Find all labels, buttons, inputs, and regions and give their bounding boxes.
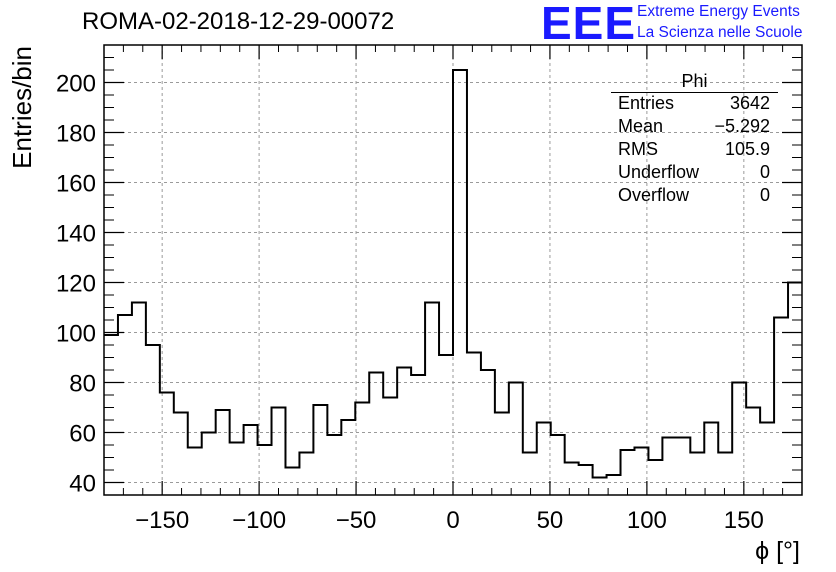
y-tick-label: 180 bbox=[56, 121, 96, 148]
stats-divider bbox=[611, 92, 778, 93]
y-tick-label: 100 bbox=[56, 321, 96, 348]
y-tick-label: 140 bbox=[56, 221, 96, 248]
histogram-bin bbox=[774, 318, 788, 496]
stats-label: Mean bbox=[618, 116, 664, 136]
histogram-bin bbox=[704, 423, 718, 496]
plot-frame bbox=[103, 44, 803, 496]
histogram-bin bbox=[244, 425, 258, 495]
histogram-bin bbox=[216, 410, 230, 495]
logo-text-line1: Extreme Energy Events bbox=[637, 3, 800, 20]
stats-value: 0 bbox=[759, 162, 770, 182]
histogram-bin bbox=[788, 283, 802, 496]
stats-row-rms: RMS 105.9 bbox=[618, 138, 770, 161]
histogram-bin bbox=[579, 465, 593, 495]
histogram-bin bbox=[285, 468, 299, 496]
y-tick-label: 60 bbox=[69, 421, 96, 448]
histogram-bin bbox=[662, 438, 676, 496]
histogram-bin bbox=[174, 413, 188, 496]
histogram-bin bbox=[690, 453, 704, 496]
stats-box: Phi Entries 3642 Mean −5.292 RMS 105.9 U… bbox=[611, 70, 778, 210]
histogram-bin bbox=[132, 303, 146, 496]
histogram-bin bbox=[648, 460, 662, 495]
histogram-bin bbox=[607, 475, 621, 495]
x-tick-label: −50 bbox=[336, 507, 377, 534]
y-tick-labels: 40 60 80 100 120 140 160 180 200 bbox=[56, 71, 96, 498]
stats-label: Underflow bbox=[618, 162, 700, 182]
histogram-bin bbox=[509, 383, 523, 496]
y-tick-label: 200 bbox=[56, 71, 96, 98]
histogram-bin bbox=[760, 423, 774, 496]
stats-title: Phi bbox=[681, 71, 708, 91]
histogram-bin bbox=[551, 435, 565, 495]
y-axis-label: Entries/bin bbox=[7, 46, 37, 169]
stats-value: −5.292 bbox=[714, 116, 770, 136]
histogram-bin bbox=[341, 420, 355, 495]
histogram-bin bbox=[104, 335, 118, 495]
stats-row-entries: Entries 3642 bbox=[618, 92, 770, 115]
stats-row-underflow: Underflow 0 bbox=[618, 161, 770, 184]
histogram-bin bbox=[439, 355, 453, 495]
histogram-bin bbox=[523, 453, 537, 496]
histogram-bin bbox=[369, 373, 383, 496]
y-tick-label: 80 bbox=[69, 371, 96, 398]
histogram-bin bbox=[146, 345, 160, 495]
histogram-bin bbox=[355, 403, 369, 496]
stats-row-mean: Mean −5.292 bbox=[618, 115, 770, 138]
y-tick-label: 160 bbox=[56, 171, 96, 198]
stats-value: 105.9 bbox=[724, 139, 770, 159]
histogram-bin bbox=[411, 375, 425, 495]
histogram-bin bbox=[188, 448, 202, 496]
y-tick-label: 120 bbox=[56, 271, 96, 298]
histogram-bin bbox=[746, 408, 760, 496]
axis-ticks bbox=[104, 45, 802, 495]
histogram-bin bbox=[383, 398, 397, 496]
x-tick-label: 50 bbox=[537, 507, 564, 534]
histogram-bin bbox=[202, 433, 216, 496]
stats-value: 0 bbox=[759, 185, 770, 205]
histogram-bin bbox=[718, 453, 732, 496]
x-tick-labels: −150 −100 −50 0 50 100 150 bbox=[135, 507, 764, 534]
x-tick-label: 150 bbox=[724, 507, 764, 534]
stats-label: RMS bbox=[618, 139, 658, 159]
histogram-bin bbox=[118, 315, 132, 495]
histogram-bin bbox=[565, 463, 579, 496]
stats-label: Overflow bbox=[618, 185, 690, 205]
x-axis-label: ϕ [°] bbox=[755, 537, 800, 565]
histogram-bin bbox=[593, 478, 607, 496]
y-tick-label: 40 bbox=[69, 471, 96, 498]
histogram-bin bbox=[676, 438, 690, 496]
histogram-bin bbox=[425, 303, 439, 496]
x-tick-label: 0 bbox=[446, 507, 459, 534]
logo-text-line2: La Scienza nelle Scuole bbox=[637, 24, 803, 41]
histogram-bin bbox=[313, 405, 327, 495]
stats-row-overflow: Overflow 0 bbox=[618, 184, 770, 207]
chart-title: ROMA-02-2018-12-29-00072 bbox=[82, 8, 395, 35]
stats-label: Entries bbox=[618, 93, 675, 113]
stats-value: 3642 bbox=[729, 93, 770, 113]
histogram-bin bbox=[537, 423, 551, 496]
histogram-bin bbox=[272, 408, 286, 496]
x-tick-label: −100 bbox=[232, 507, 286, 534]
x-tick-label: −150 bbox=[135, 507, 189, 534]
histogram-bin bbox=[299, 453, 313, 496]
histogram-bin bbox=[467, 353, 481, 496]
x-tick-label: 100 bbox=[627, 507, 667, 534]
histogram-bin bbox=[397, 368, 411, 496]
eee-logo: EEE bbox=[541, 0, 637, 49]
histogram-outline bbox=[104, 69, 802, 479]
histogram-bin bbox=[230, 443, 244, 496]
histogram-bin bbox=[327, 435, 341, 495]
